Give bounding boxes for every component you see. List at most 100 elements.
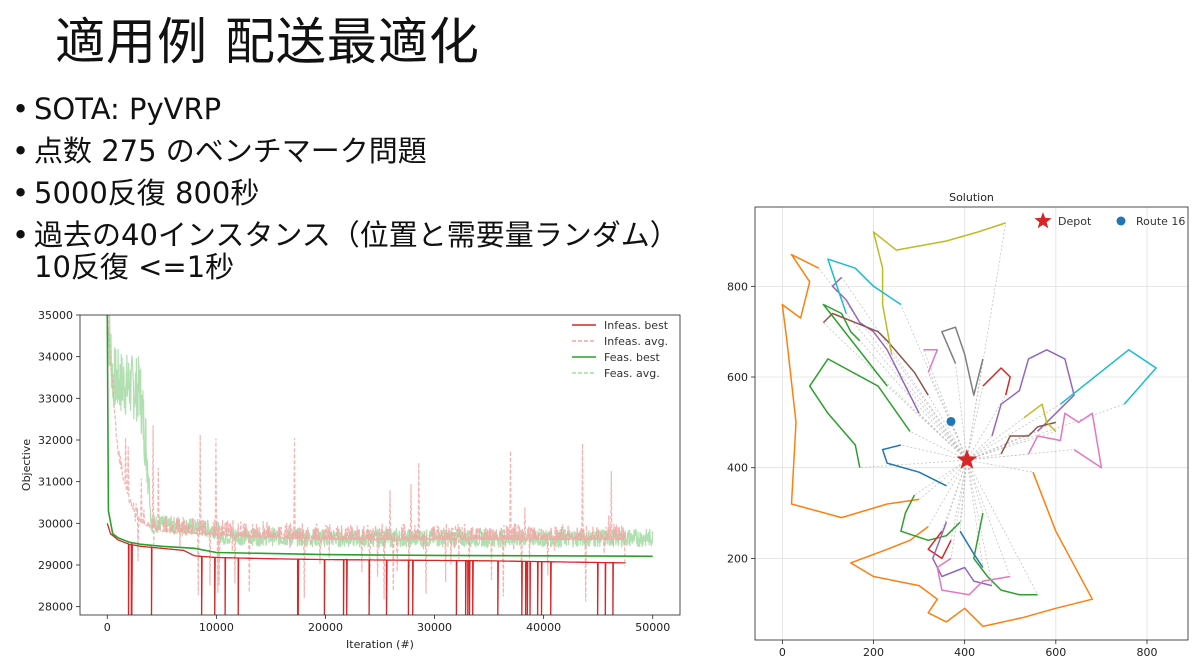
depot-spoke-line	[966, 386, 984, 461]
route-line	[923, 349, 939, 373]
x-tick-label: 50000	[635, 621, 670, 634]
y-axis-label: Objective	[20, 439, 33, 491]
route-line	[1000, 421, 1056, 455]
bullet-item: 過去の40インスタンス（位置と需要量ランダム）10反復 <=1秒	[12, 214, 679, 288]
bullet-item: 点数 275 のベンチマーク問題	[12, 130, 679, 172]
solution-chart-title: Solution	[949, 191, 994, 204]
depot-spoke-line	[859, 459, 967, 469]
infeas-avg-line	[107, 315, 626, 602]
depot-spoke-line	[966, 435, 993, 461]
y-tick-label: 33000	[38, 392, 73, 405]
depot-spoke-line	[946, 459, 968, 523]
depot-spoke-line	[927, 459, 968, 527]
legend-depot-star	[1034, 212, 1052, 229]
depot-spoke-line	[966, 459, 984, 514]
x-tick-label: 400	[954, 646, 975, 657]
convergence-chart: 0 10000 20000 30000 40000 50000 28000 29000 3000…	[20, 309, 681, 651]
plot-area	[106, 315, 654, 615]
infeas-best-line	[106, 523, 626, 615]
depot-spoke-line	[900, 444, 968, 461]
legend-route16-dot	[1116, 216, 1126, 226]
feas-avg-line	[106, 315, 654, 549]
x-tick-label: 40000	[526, 621, 561, 634]
depot-spoke-line	[841, 277, 968, 461]
bullet-text: 点数 275 のベンチマーク問題	[34, 134, 427, 168]
route-line	[1023, 403, 1057, 432]
route-line	[849, 471, 1094, 628]
x-axis-label: Iteration (#)	[346, 638, 414, 651]
depot-spoke-line	[966, 459, 1038, 595]
depot-spoke-line	[891, 354, 968, 461]
legend-entry: Feas. best	[604, 351, 660, 364]
depot-spoke-line	[966, 459, 1011, 577]
x-tick-label: 800	[1136, 646, 1157, 657]
depot-spoke-line	[909, 431, 968, 461]
legend-route16-label: Route 16	[1136, 215, 1185, 228]
depot-spoke-line	[959, 459, 968, 523]
x-tick-label: 600	[1045, 646, 1066, 657]
bullet-text: 過去の40インスタンス（位置と需要量ランダム）	[34, 218, 679, 252]
depot-spoke-line	[966, 459, 1034, 473]
slide-title: 適用例 配送最適化	[55, 13, 480, 71]
depot-spoke-line	[950, 459, 968, 559]
depot-spoke-line	[927, 394, 968, 461]
route-line	[900, 494, 961, 542]
route16-marker	[946, 416, 956, 426]
route-line	[808, 358, 911, 468]
route-line	[1027, 412, 1103, 469]
route-line	[941, 326, 984, 396]
plot-frame	[79, 314, 681, 616]
bullet-continuation: 10反復 <=1秒	[34, 250, 235, 284]
legend-depot-label: Depot	[1058, 215, 1092, 228]
y-tick-label: 31000	[38, 476, 73, 489]
route-line	[959, 530, 984, 568]
x-tick-label: 20000	[308, 621, 343, 634]
route-line	[982, 367, 1011, 396]
x-tick-label: 10000	[199, 621, 234, 634]
y-tick-label: 34000	[38, 351, 73, 364]
depot-spoke-line	[966, 422, 1056, 461]
solution-route-chart: Solution 0 200 400 600 800 200 400 600 800 Depot Ro…	[727, 191, 1189, 657]
depot-spoke-line	[914, 459, 968, 496]
route-line	[822, 312, 929, 396]
x-tick-label: 30000	[417, 621, 452, 634]
bullet-text: SOTA: PyVRP	[34, 92, 222, 126]
x-tick-label: 0	[779, 646, 786, 657]
y-tick-label: 28000	[38, 601, 73, 614]
x-tick-label: 0	[104, 621, 111, 634]
depot-spoke-line	[966, 449, 1075, 461]
bullet-item: SOTA: PyVRP	[12, 88, 679, 130]
bullet-list: SOTA: PyVRP 点数 275 のベンチマーク問題 5000反復 800秒…	[12, 88, 679, 288]
legend-entry: Infeas. avg.	[604, 335, 668, 348]
depot-spoke-line	[955, 363, 968, 461]
y-tick-label: 600	[727, 371, 748, 384]
depot-spoke-line	[927, 372, 968, 461]
legend-entry: Infeas. best	[604, 319, 669, 332]
bullet-text: 5000反復 800秒	[34, 176, 260, 210]
depot-spoke-line	[950, 459, 968, 541]
depot-spoke-line	[966, 222, 1007, 461]
x-tick-label: 200	[863, 646, 884, 657]
route-line	[881, 444, 947, 487]
route-line	[781, 253, 920, 519]
solution-plot-area	[755, 207, 1188, 640]
solution-frame	[754, 206, 1189, 641]
depot-spoke-line	[900, 304, 968, 461]
depot-spoke-line	[966, 459, 993, 586]
route-line	[1059, 349, 1157, 405]
feas-best-line	[106, 315, 653, 558]
route-line	[822, 303, 888, 387]
depot-spoke-line	[818, 267, 968, 461]
y-tick-label: 800	[727, 280, 748, 293]
y-tick-label: 35000	[38, 309, 73, 322]
depot-star-marker	[956, 449, 978, 469]
y-tick-label: 400	[727, 462, 748, 475]
route-line	[936, 557, 1011, 596]
y-tick-label: 30000	[38, 517, 73, 530]
y-tick-label: 29000	[38, 559, 73, 572]
depot-spoke-line	[823, 322, 968, 461]
legend-entry: Feas. avg.	[604, 367, 660, 380]
route-line	[831, 276, 920, 414]
route-line	[991, 349, 1075, 437]
depot-spoke-line	[966, 403, 1125, 461]
